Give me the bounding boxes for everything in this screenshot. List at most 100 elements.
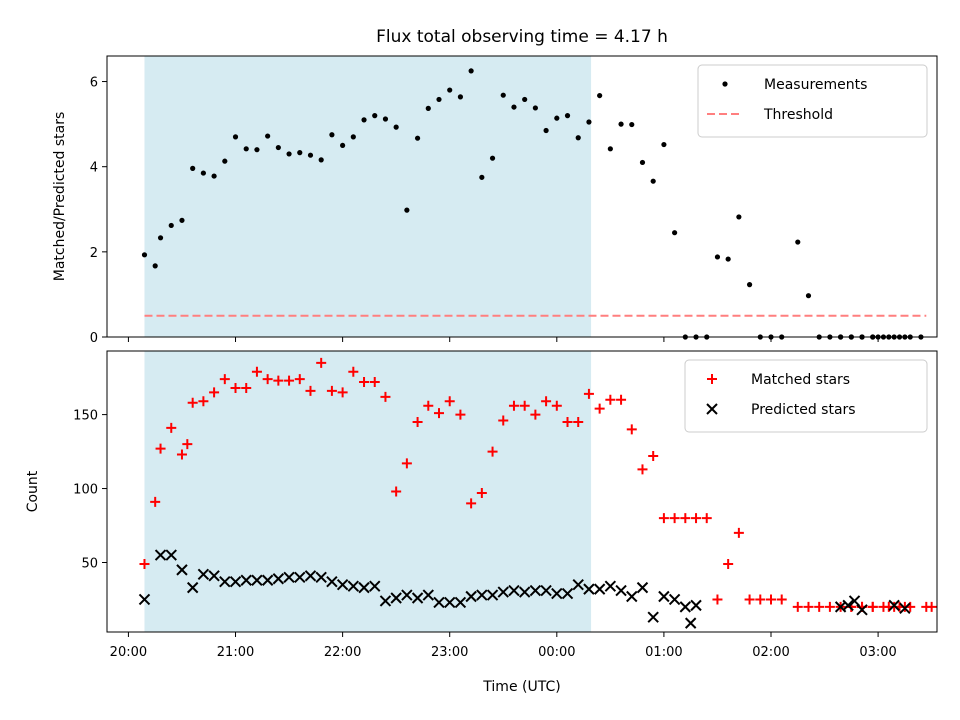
- measurement-point: [489, 155, 496, 161]
- matched-star-point: [755, 594, 766, 605]
- predicted-star-point: [411, 592, 424, 604]
- measurement-point: [232, 134, 239, 140]
- predicted-star-point: [842, 599, 854, 612]
- predicted-star-point: [856, 604, 868, 616]
- matched-star-point: [766, 594, 776, 605]
- matched-star-point: [209, 387, 220, 398]
- y-tick-label: 6: [90, 76, 98, 91]
- predicted-star-point: [154, 549, 167, 561]
- predicted-star-point: [272, 573, 285, 585]
- measurement-point: [243, 146, 249, 152]
- matched-star-point: [455, 409, 466, 420]
- measurement-point: [152, 263, 158, 269]
- legend-box: [684, 359, 928, 433]
- measurement-point: [468, 68, 474, 74]
- predicted-star-point: [888, 599, 900, 612]
- measurement-point: [795, 239, 801, 245]
- measurement-point: [639, 159, 646, 166]
- matched-star-point: [423, 400, 434, 411]
- matched-star-point: [369, 377, 380, 388]
- matched-star-point: [814, 601, 825, 612]
- predicted-star-point: [358, 581, 370, 594]
- y-tick-label: 150: [73, 409, 98, 424]
- predicted-star-point: [261, 574, 274, 586]
- measurement-point: [372, 113, 378, 119]
- measurement-point: [500, 92, 506, 98]
- measurement-point: [275, 144, 281, 151]
- x-tick-label: 21:00: [217, 645, 254, 660]
- predicted-star-point: [294, 571, 306, 583]
- matched-star-point: [626, 424, 637, 435]
- predicted-star-point: [551, 587, 563, 600]
- matched-star-point: [139, 558, 150, 569]
- predicted-star-point: [529, 584, 542, 597]
- matched-star-point: [792, 601, 803, 612]
- matched-star-point: [466, 498, 477, 509]
- matched-star-point: [198, 396, 209, 407]
- predicted-star-point: [561, 587, 574, 600]
- legend-label: Predicted stars: [751, 402, 856, 418]
- matched-star-point: [241, 382, 252, 393]
- measurement-point: [575, 135, 581, 141]
- predicted-star-point: [486, 589, 499, 601]
- matched-star-point: [605, 394, 616, 405]
- measurement-point: [607, 146, 613, 152]
- measurement-point: [254, 147, 260, 153]
- legend-marker-matched: [707, 374, 717, 384]
- matched-star-point: [680, 513, 691, 524]
- legend-box: [697, 64, 928, 138]
- matched-star-point: [712, 594, 723, 605]
- matched-star-point: [583, 388, 594, 399]
- matched-star-point: [262, 374, 273, 385]
- y-tick-label: 0: [90, 331, 98, 346]
- x-axis-label: Time (UTC): [482, 679, 560, 695]
- predicted-star-point: [690, 599, 702, 612]
- measurement-point: [425, 105, 431, 111]
- matched-star-point: [401, 458, 412, 469]
- measurement-point: [157, 235, 164, 241]
- measurement-point: [382, 116, 389, 122]
- predicted-star-point: [668, 593, 681, 606]
- measurement-point: [297, 150, 303, 156]
- predicted-star-point: [684, 617, 697, 629]
- matched-star-point: [187, 397, 198, 408]
- measurement-point: [457, 94, 464, 100]
- measurement-point: [522, 96, 528, 103]
- predicted-star-point: [636, 581, 649, 594]
- matched-star-point: [305, 385, 316, 396]
- predicted-star-point: [508, 584, 520, 597]
- matched-star-point: [594, 403, 605, 414]
- measurement-point: [340, 142, 346, 149]
- measurement-point: [307, 152, 314, 158]
- measurement-point: [586, 119, 592, 125]
- measurement-point: [447, 87, 453, 93]
- matched-star-point: [476, 487, 487, 498]
- matched-star-point: [326, 385, 337, 396]
- y-axis-label: Count: [25, 470, 41, 512]
- measurement-point: [190, 165, 196, 171]
- matched-star-point: [669, 513, 680, 524]
- predicted-star-point: [401, 589, 413, 601]
- predicted-star-point: [347, 580, 360, 592]
- measurement-point: [805, 293, 812, 299]
- measurement-point: [725, 256, 731, 262]
- matched-star-point: [150, 496, 161, 507]
- matched-star-point: [701, 513, 712, 524]
- measurement-point: [404, 207, 410, 213]
- matched-star-point: [926, 601, 937, 612]
- legend-marker-measurements: [722, 81, 728, 87]
- predicted-star-point: [518, 586, 531, 598]
- matched-star-point: [744, 594, 755, 605]
- matched-star-point: [444, 396, 455, 407]
- predicted-star-point: [229, 576, 242, 588]
- measurement-point: [532, 105, 538, 111]
- measurement-point: [543, 127, 549, 134]
- x-tick-label: 20:00: [110, 645, 147, 660]
- predicted-star-point: [626, 590, 638, 603]
- predicted-star-point: [390, 592, 402, 604]
- matched-star-point: [776, 594, 787, 605]
- legend-label: Measurements: [764, 77, 867, 93]
- matched-star-point: [284, 375, 295, 386]
- measurement-point: [141, 252, 148, 258]
- predicted-star-point: [497, 586, 509, 598]
